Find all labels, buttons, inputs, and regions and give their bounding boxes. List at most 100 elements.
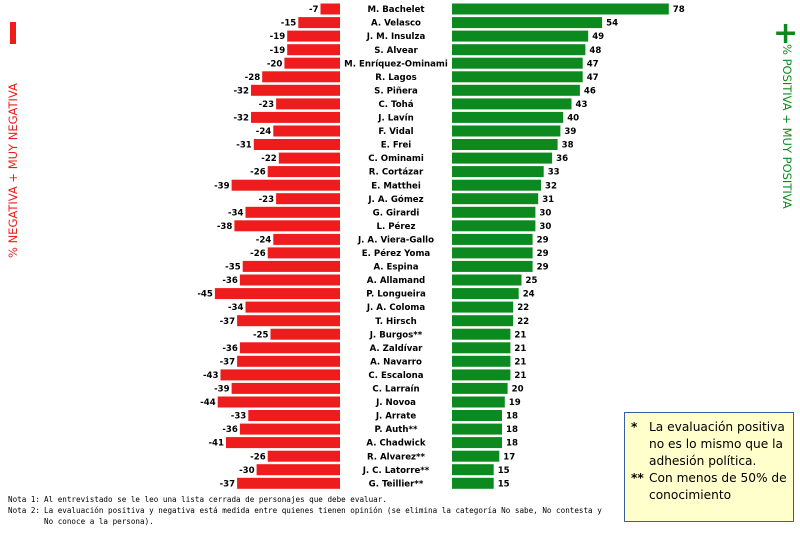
negative-bar <box>267 450 340 462</box>
category-label: E. Frei <box>381 141 412 151</box>
negative-bar <box>231 179 340 191</box>
positive-value-label: 18 <box>506 425 518 435</box>
category-label: E. Pérez Yoma <box>362 248 431 259</box>
positive-bar <box>452 437 502 449</box>
positive-bar <box>452 301 514 313</box>
negative-bar <box>220 369 340 381</box>
negative-value-label: -19 <box>270 32 286 42</box>
positive-bar <box>452 84 580 96</box>
positive-bar <box>452 247 533 259</box>
positive-value-label: 24 <box>523 290 535 300</box>
negative-value-label: -15 <box>281 19 297 29</box>
positive-value-label: 39 <box>564 127 576 137</box>
callout-item-2: ** Con menos de 50% de conocimiento <box>631 471 787 502</box>
negative-value-label: -7 <box>309 5 319 15</box>
negative-bar <box>231 382 340 394</box>
negative-bar <box>284 57 340 69</box>
positive-bar <box>452 111 564 123</box>
positive-value-label: 19 <box>509 398 521 408</box>
category-label: R. Alvarez** <box>367 452 426 462</box>
negative-axis-text: % NEGATIVA + MUY NEGATIVA <box>6 83 20 258</box>
negative-bar <box>245 301 340 313</box>
negative-value-label: -34 <box>228 303 244 313</box>
negative-bar <box>239 342 340 354</box>
positive-bar <box>452 57 583 69</box>
negative-value-label: -26 <box>250 249 266 259</box>
positive-axis-label: + % POSITIVA + MUY POSITIVA <box>772 8 798 258</box>
positive-value-label: 48 <box>589 46 601 56</box>
negative-bars <box>214 3 340 489</box>
category-label: C. Escalona <box>368 371 423 381</box>
negative-value-label: -20 <box>267 59 283 69</box>
category-label: J. Novoa <box>375 398 416 408</box>
positive-value-label: 18 <box>506 412 518 422</box>
positive-value-label: 36 <box>556 154 568 164</box>
negative-value-label: -38 <box>217 222 233 232</box>
category-label: J. A. Viera-Gallo <box>357 236 434 246</box>
negative-bar <box>273 125 340 137</box>
category-labels: M. Bachelet A. Velasco J. M. Insulza S. Alv… <box>344 5 448 489</box>
category-label: J. M. Insulza <box>366 32 426 42</box>
positive-value-label: 47 <box>587 73 599 83</box>
positive-bar <box>452 315 514 327</box>
negative-value-label: -32 <box>233 86 249 96</box>
category-label: J. Arrate <box>375 412 416 422</box>
positive-bar <box>452 369 511 381</box>
positive-value-label: 25 <box>526 276 538 286</box>
positive-bar <box>452 98 572 110</box>
positive-bar <box>452 193 539 205</box>
negative-bar <box>239 274 340 286</box>
category-label: A. Chadwick <box>366 439 425 449</box>
negative-bar <box>251 111 340 123</box>
negative-bar <box>237 355 340 367</box>
negative-value-label: -37 <box>220 357 236 367</box>
positive-bar <box>452 179 541 191</box>
positive-bar <box>452 342 511 354</box>
negative-bar <box>267 166 340 178</box>
category-label: P. Longueira <box>366 290 426 300</box>
negative-value-label: -23 <box>259 195 275 205</box>
positive-bar <box>452 220 536 232</box>
positive-bar <box>452 410 502 421</box>
negative-bar <box>256 464 340 476</box>
positive-value-label: 54 <box>606 19 618 29</box>
positive-value-label: 43 <box>576 100 588 110</box>
positive-value-label: 29 <box>537 249 549 259</box>
negative-value-label: -39 <box>214 385 230 395</box>
negative-bar <box>242 260 340 272</box>
negative-bar <box>267 247 340 259</box>
negative-value-label: -26 <box>250 452 266 462</box>
positive-value-label: 30 <box>539 208 551 218</box>
positive-bar <box>452 396 505 408</box>
negative-bar <box>276 193 340 205</box>
positive-value-label: 21 <box>514 344 526 354</box>
category-label: S. Piñera <box>374 86 418 96</box>
category-label: G. Girardi <box>373 208 420 218</box>
negative-value-label: -43 <box>203 371 219 381</box>
negative-axis-label: % NEGATIVA + MUY NEGATIVA <box>2 8 24 258</box>
minus-symbol <box>10 22 16 44</box>
positive-bar <box>452 233 533 245</box>
category-label: F. Vidal <box>378 127 413 137</box>
positive-value-label: 21 <box>514 371 526 381</box>
negative-value-label: -36 <box>222 425 238 435</box>
positive-value-label: 31 <box>542 195 554 205</box>
negative-bar <box>226 437 340 449</box>
category-label: A. Espina <box>373 263 418 273</box>
positive-value-label: 15 <box>498 466 510 476</box>
category-label: C. Ominami <box>368 154 424 164</box>
diverging-bar-chart: -7 -15 -19 -19 -20 -28 -32 -23 -32 -24 -31 -22 -26 -3… <box>197 3 685 489</box>
positive-bar <box>452 44 586 56</box>
category-label: T. Hirsch <box>375 317 417 327</box>
negative-bar <box>237 315 340 327</box>
category-label: E. Matthei <box>371 181 421 191</box>
category-label: A. Navarro <box>370 357 422 367</box>
positive-value-label: 15 <box>498 479 510 489</box>
category-label: M. Bachelet <box>367 5 424 15</box>
category-label: J. Burgos** <box>369 330 423 340</box>
negative-value-label: -22 <box>261 154 277 164</box>
negative-bar <box>245 206 340 218</box>
negative-value-label: -31 <box>236 141 252 151</box>
negative-value-label: -36 <box>222 276 238 286</box>
negative-value-label: -23 <box>259 100 275 110</box>
